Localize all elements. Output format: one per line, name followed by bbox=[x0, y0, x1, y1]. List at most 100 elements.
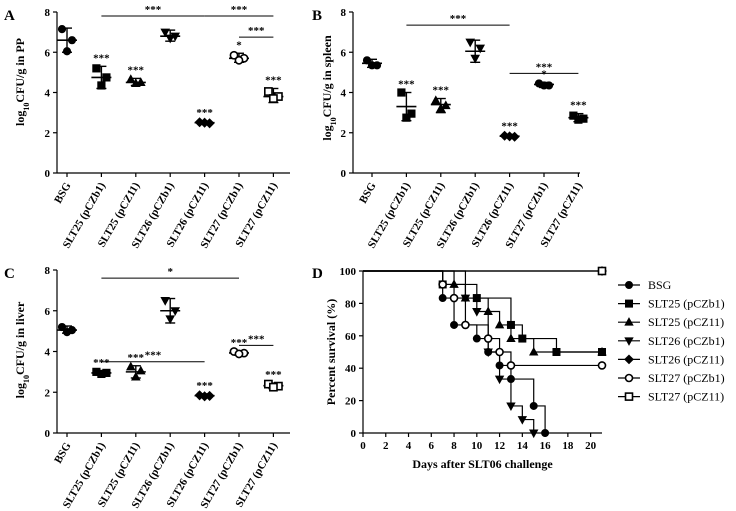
y-tick-label: 4 bbox=[341, 88, 347, 100]
data-group: *** bbox=[125, 64, 146, 88]
data-point bbox=[475, 44, 486, 54]
data-point bbox=[130, 371, 141, 381]
y-tick-label: 40 bbox=[345, 363, 357, 375]
data-group bbox=[362, 56, 382, 70]
significance-label: *** bbox=[265, 74, 282, 86]
data-group bbox=[160, 28, 181, 44]
data-group: *** bbox=[396, 79, 417, 122]
survival-point bbox=[517, 416, 528, 425]
y-axis-label: log10CFU/g in spleen bbox=[320, 35, 338, 141]
bracket-label: * bbox=[167, 266, 173, 278]
survival-point bbox=[494, 319, 505, 329]
data-group: *** bbox=[499, 120, 520, 142]
y-tick-label: 8 bbox=[341, 7, 347, 19]
y-tick-label: 0 bbox=[45, 168, 51, 180]
legend-label: BSG bbox=[648, 278, 672, 292]
data-point bbox=[397, 88, 406, 97]
data-point bbox=[229, 50, 239, 60]
data-point bbox=[268, 94, 278, 103]
legend-label: SLT26 (pCZ11) bbox=[648, 352, 724, 366]
data-point bbox=[263, 87, 273, 96]
bracket-label: *** bbox=[248, 25, 265, 37]
x-tick-label: 2 bbox=[383, 440, 389, 452]
data-point bbox=[62, 47, 72, 56]
significance-label: *** bbox=[93, 52, 110, 64]
survival-point bbox=[506, 402, 516, 412]
legend-marker bbox=[624, 392, 634, 401]
significance-label: *** bbox=[433, 85, 450, 97]
legend-label: SLT25 (pCZb1) bbox=[648, 297, 725, 311]
legend-marker bbox=[625, 281, 633, 289]
bracket-label: *** bbox=[231, 4, 248, 16]
survival-line bbox=[363, 270, 602, 367]
survival-point bbox=[461, 320, 470, 330]
survival-point bbox=[506, 361, 516, 370]
data-group bbox=[57, 322, 77, 337]
y-tick-label: 4 bbox=[45, 347, 51, 359]
data-point bbox=[430, 95, 441, 105]
y-tick-label: 60 bbox=[345, 331, 357, 343]
data-group bbox=[57, 25, 77, 56]
data-point bbox=[367, 61, 377, 70]
legend-label: SLT25 (pCZ11) bbox=[648, 315, 724, 329]
y-tick-label: 6 bbox=[341, 47, 347, 59]
y-tick-label: 80 bbox=[345, 298, 357, 310]
y-axis-label: Percent survival (%) bbox=[324, 299, 338, 405]
data-group: *** bbox=[263, 369, 284, 392]
survival-point bbox=[529, 346, 539, 356]
data-group: *** bbox=[125, 352, 146, 381]
legend-label: SLT27 (pCZ11) bbox=[648, 390, 724, 404]
category-label: BSG bbox=[52, 440, 74, 465]
data-point bbox=[67, 36, 77, 45]
significance-label: *** bbox=[93, 357, 110, 369]
x-tick-label: 4 bbox=[406, 440, 412, 452]
significance-label: *** bbox=[196, 380, 213, 392]
y-tick-label: 100 bbox=[340, 266, 357, 278]
series-slt25-pczb1 bbox=[363, 270, 606, 356]
x-tick-label: 18 bbox=[562, 440, 574, 452]
significance-label: *** bbox=[231, 337, 248, 349]
significance-label: *** bbox=[128, 352, 145, 364]
survival-point bbox=[597, 346, 607, 356]
data-point bbox=[170, 307, 181, 316]
y-tick-label: 0 bbox=[351, 428, 357, 440]
bracket-label: *** bbox=[145, 4, 162, 16]
x-tick-label: 10 bbox=[471, 440, 483, 452]
survival-point bbox=[495, 347, 504, 357]
significance-label: *** bbox=[196, 107, 213, 119]
legend-label: SLT27 (pCZb1) bbox=[648, 371, 725, 385]
data-group: *** bbox=[91, 357, 112, 379]
series-slt27-pcz11 bbox=[363, 266, 607, 276]
data-point bbox=[57, 25, 67, 34]
significance-label: *** bbox=[570, 100, 587, 112]
category-label: BSG bbox=[52, 180, 74, 205]
y-tick-label: 2 bbox=[45, 387, 51, 399]
panel-letter: A bbox=[4, 8, 15, 24]
data-point bbox=[402, 113, 411, 122]
x-axis-label: Days after SLT06 challenge bbox=[412, 457, 553, 471]
data-point bbox=[102, 73, 111, 82]
survival-point bbox=[597, 266, 607, 276]
survival-point bbox=[438, 294, 447, 303]
survival-point bbox=[506, 333, 516, 343]
x-tick-label: 8 bbox=[451, 440, 457, 452]
data-point bbox=[234, 55, 244, 65]
survival-point bbox=[494, 375, 505, 385]
y-tick-label: 2 bbox=[341, 128, 347, 140]
category-label: BSG bbox=[357, 180, 379, 205]
bracket-label: *** bbox=[536, 61, 553, 73]
legend-marker bbox=[624, 337, 634, 346]
data-point bbox=[130, 78, 141, 88]
data-point bbox=[199, 117, 210, 128]
data-point bbox=[160, 297, 171, 306]
data-point bbox=[135, 365, 146, 375]
data-group: * bbox=[229, 39, 249, 65]
data-group bbox=[465, 38, 486, 64]
data-point bbox=[465, 38, 476, 48]
data-group: *** bbox=[91, 52, 112, 90]
survival-point bbox=[472, 334, 481, 343]
survival-point bbox=[450, 320, 459, 329]
data-point bbox=[435, 103, 446, 113]
